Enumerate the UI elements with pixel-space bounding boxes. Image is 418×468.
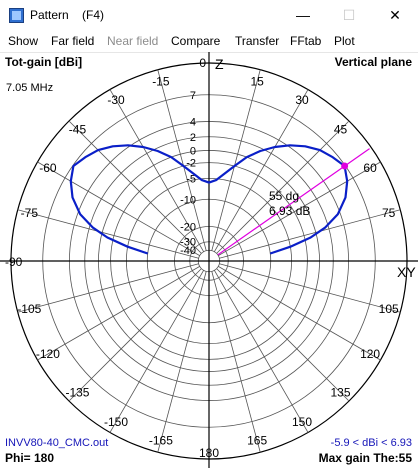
minimize-icon: — xyxy=(296,7,310,23)
radial-tick-label: -20 xyxy=(180,222,196,234)
grid-spoke xyxy=(157,271,207,453)
angle-tick-label: 165 xyxy=(247,434,267,448)
angle-tick-label: 45 xyxy=(334,122,348,136)
grid-spoke xyxy=(214,270,309,433)
grid-spoke xyxy=(17,263,199,313)
horizon-axis-label: XY xyxy=(397,264,416,280)
cursor-angle-readout: 55 dg xyxy=(269,189,300,203)
menu-fftab[interactable]: FFtab xyxy=(290,34,322,48)
minimize-button[interactable]: — xyxy=(280,0,326,30)
app-icon xyxy=(9,8,24,23)
zenith-axis-label: Z xyxy=(215,56,224,72)
radial-tick-labels: 7 4 20-2 -5 -10 -20 -30-40 xyxy=(180,90,196,257)
plane-title: Vertical plane xyxy=(334,55,412,69)
grid-spoke xyxy=(211,271,261,453)
grid-spoke xyxy=(109,89,204,252)
radial-tick-label: -30 xyxy=(180,237,196,249)
radial-tick-label: 7 xyxy=(190,90,196,102)
angle-tick-label: -150 xyxy=(104,415,128,429)
polar-grid xyxy=(0,52,418,468)
grid-spoke xyxy=(68,120,202,254)
menu-show[interactable]: Show xyxy=(8,34,39,48)
gain-range: -5.9 < dBi < 6.93 xyxy=(330,437,412,449)
close-button[interactable]: ✕ xyxy=(372,0,418,30)
grid-spoke xyxy=(37,161,200,256)
angle-tick-label: -45 xyxy=(69,122,87,136)
cursor-marker xyxy=(341,162,349,170)
grid-spoke xyxy=(214,89,309,252)
title-bar: Pattern (F4) — ☐ ✕ xyxy=(0,0,418,30)
radial-tick-label: -5 xyxy=(186,173,196,185)
angle-tick-label: 60 xyxy=(363,161,377,175)
menu-far-field[interactable]: Far field xyxy=(51,34,95,48)
menu-bar: Show Far field Near field Compare Transf… xyxy=(0,30,418,53)
close-icon: ✕ xyxy=(389,6,401,23)
angle-tick-label: -75 xyxy=(21,206,39,220)
grid-spoke xyxy=(218,161,381,256)
grid-spoke xyxy=(219,209,401,259)
angle-tick-label: 105 xyxy=(379,302,399,316)
grid-spoke xyxy=(17,209,199,259)
max-gain-cursor xyxy=(217,148,370,256)
grid-spoke xyxy=(68,268,202,402)
radial-tick-label: 4 xyxy=(190,116,196,128)
angle-tick-label: -165 xyxy=(149,434,173,448)
menu-near-field[interactable]: Near field xyxy=(107,34,159,48)
cursor-gain-readout: 6.93 dB xyxy=(269,204,311,218)
radial-tick-label: 2 xyxy=(190,132,196,144)
angle-tick-label: 30 xyxy=(295,93,309,107)
window-shortcut: (F4) xyxy=(82,8,105,22)
grid-spoke xyxy=(219,263,401,313)
grid-spoke xyxy=(157,69,207,251)
angle-tick-label: 150 xyxy=(292,415,312,429)
angle-tick-label: 180 xyxy=(199,446,219,460)
angle-tick-label: -120 xyxy=(36,347,60,361)
angle-tick-label: -105 xyxy=(17,302,41,316)
angle-tick-label: -90 xyxy=(5,255,23,269)
radial-tick-label: -10 xyxy=(180,194,196,206)
grid-spoke xyxy=(218,266,381,361)
angle-tick-label: -15 xyxy=(152,74,170,88)
radial-tick-label: -40 xyxy=(180,245,196,257)
pattern-plot-area[interactable]: 7 4 2 0 -2 -5 -10 -20 -30 -40 0 -15 15 -30 30 -45 45 -60… xyxy=(0,52,418,468)
angle-tick-label: 0 xyxy=(199,56,206,70)
frequency-label: 7.05 MHz xyxy=(6,82,54,94)
window-title: Pattern (F4) xyxy=(30,8,104,22)
menu-transfer[interactable]: Transfer xyxy=(235,34,280,48)
angle-tick-label: -30 xyxy=(107,93,125,107)
grid-spoke xyxy=(109,270,204,433)
maximize-button[interactable]: ☐ xyxy=(326,0,372,30)
grid-spoke xyxy=(216,268,350,402)
file-name: INVV80-40_CMC.out xyxy=(5,437,109,449)
grid-spoke xyxy=(37,266,200,361)
max-gain-angle: Max gain The:55 xyxy=(318,451,412,465)
radial-tick-label: -2 xyxy=(186,158,196,170)
grid-spoke xyxy=(216,120,350,254)
angle-tick-label: 120 xyxy=(360,347,380,361)
gain-axis-title: Tot-gain [dBi] xyxy=(5,55,83,69)
phi-value: Phi= 180 xyxy=(5,451,55,465)
angle-tick-label: 135 xyxy=(331,386,351,400)
angle-tick-label: -60 xyxy=(39,161,57,175)
radial-tick-label: 0 xyxy=(190,145,196,157)
angle-tick-label: 15 xyxy=(250,74,264,88)
angle-tick-label: 75 xyxy=(382,206,396,220)
pattern-curve xyxy=(69,144,349,255)
grid-spoke xyxy=(211,69,261,251)
angle-tick-labels: 0 -15 15 -30 30 -45 45 -60 60 -75 75 -90 -105 105 -120… xyxy=(5,56,399,460)
menu-plot[interactable]: Plot xyxy=(334,34,355,48)
angle-tick-label: -135 xyxy=(65,386,89,400)
maximize-icon: ☐ xyxy=(342,6,356,23)
window-title-label: Pattern xyxy=(30,8,69,22)
menu-compare[interactable]: Compare xyxy=(171,34,221,48)
pattern-series xyxy=(69,144,349,255)
